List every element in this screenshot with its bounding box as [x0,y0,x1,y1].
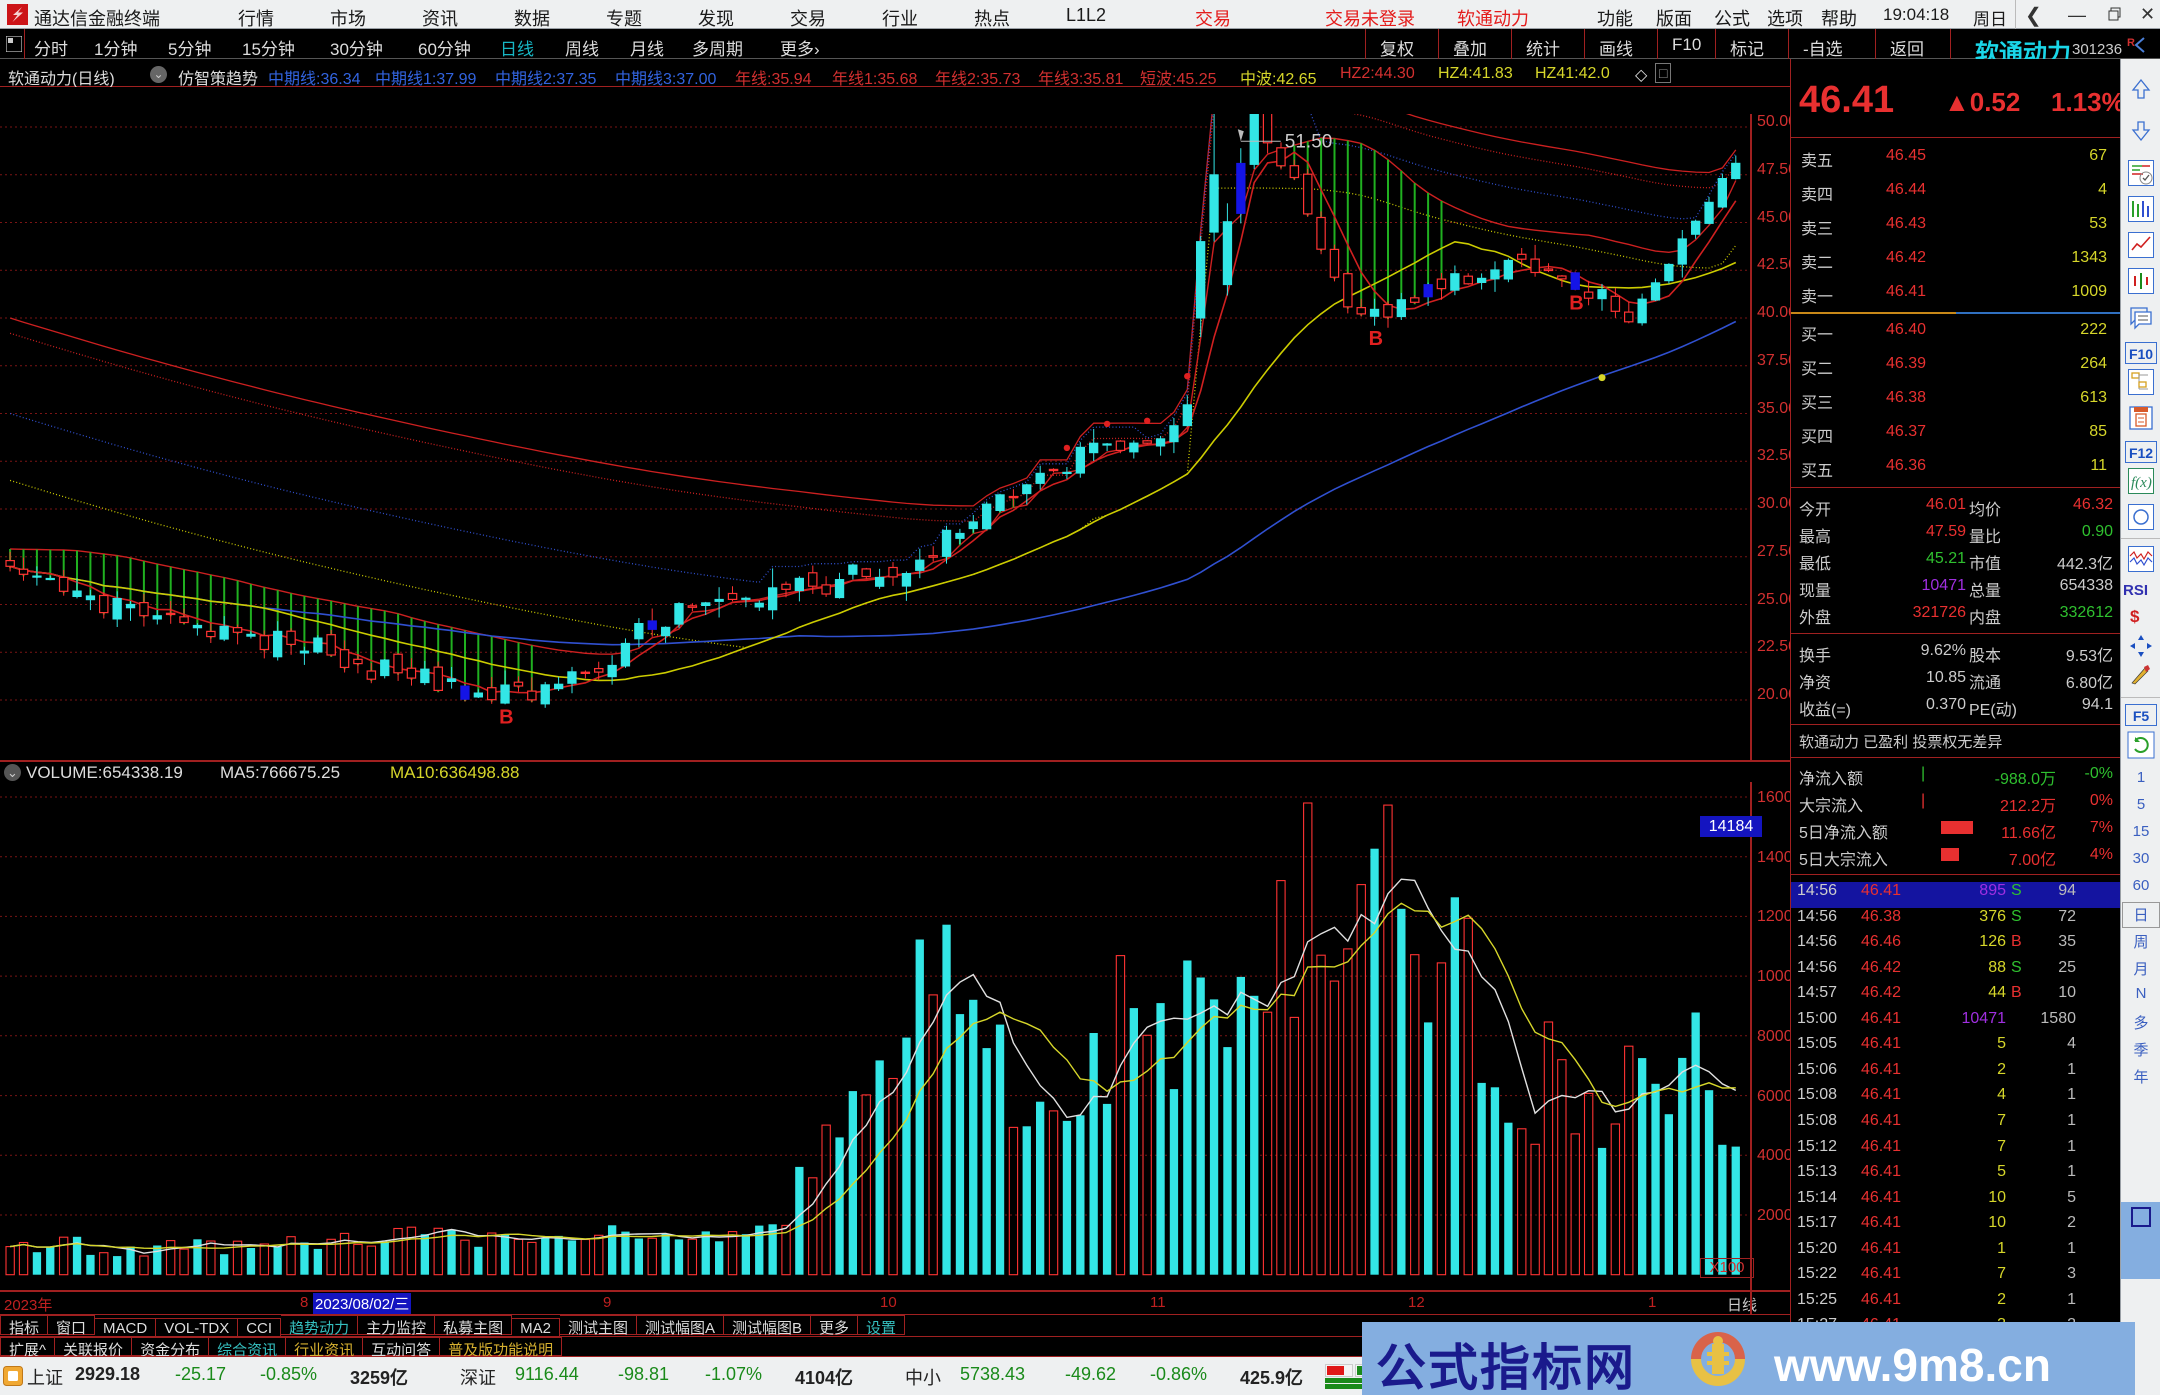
svg-text:B: B [1569,292,1583,314]
svg-text:f(x): f(x) [2131,475,2152,491]
svg-text:51.50: 51.50 [1285,131,1333,152]
svg-text:B: B [499,706,513,728]
svg-text:B: B [1369,328,1383,350]
